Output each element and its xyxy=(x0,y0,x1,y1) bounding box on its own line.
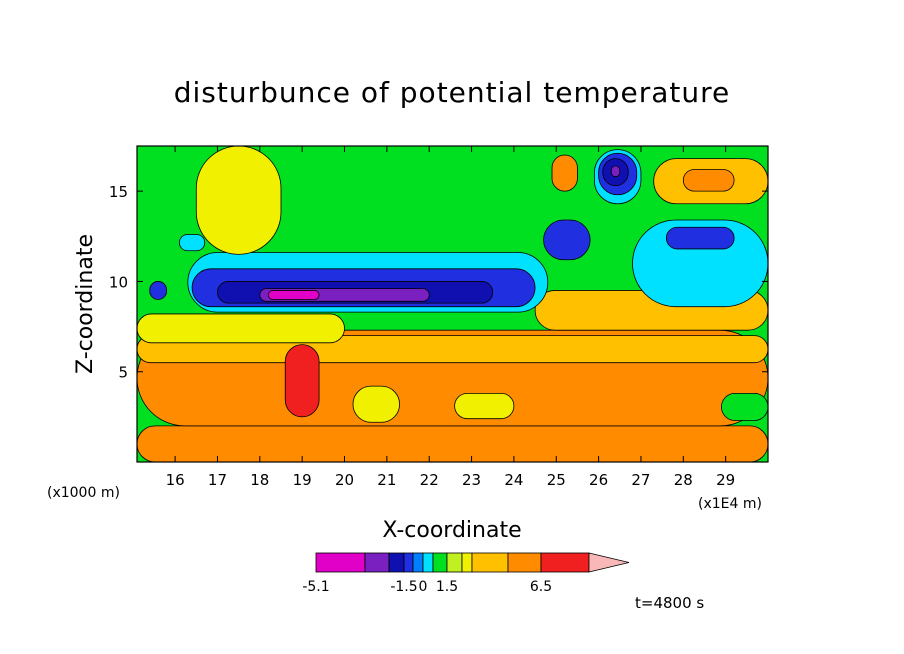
colorbar-box xyxy=(540,552,590,573)
contour-region-cold-core-magenta xyxy=(267,290,320,300)
contour-region-warm-core-19 xyxy=(284,344,320,418)
x-units-right: (x1E4 m) xyxy=(698,496,762,512)
x-tick-label: 23 xyxy=(462,471,481,489)
contour-region-yellow-patch-23 xyxy=(454,392,515,420)
x-tick-label: 25 xyxy=(547,471,566,489)
y-tick-label: 10 xyxy=(109,273,128,291)
x-tick-label: 20 xyxy=(335,471,354,489)
contour-region-blue-blob-west xyxy=(149,281,168,300)
colorbar-box xyxy=(403,552,414,573)
x-tick-label: 29 xyxy=(716,471,735,489)
x-tick-label: 27 xyxy=(631,471,650,489)
contour-region-yellow-patch-21 xyxy=(352,385,400,423)
colorbar-label: 0 xyxy=(419,579,428,595)
colorbar-box xyxy=(432,552,448,573)
colorbar xyxy=(315,552,630,573)
x-tick-label: 21 xyxy=(377,471,396,489)
colorbar-box xyxy=(446,552,463,573)
colorbar-box xyxy=(507,552,542,573)
colorbar-box xyxy=(388,552,405,573)
contour-region-vortex-26-core xyxy=(610,165,621,178)
x-tick-label: 18 xyxy=(250,471,269,489)
x-tick-label: 24 xyxy=(504,471,523,489)
colorbar-label: -5.1 xyxy=(302,579,329,595)
x-axis-label: X-coordinate xyxy=(382,518,521,543)
time-label: t=4800 s xyxy=(635,594,704,612)
colorbar-box xyxy=(315,552,366,573)
x-tick-label: 26 xyxy=(589,471,608,489)
contour-region-orange-blob-25 xyxy=(551,154,578,192)
x-tick-label: 19 xyxy=(293,471,312,489)
x-tick-label: 16 xyxy=(166,471,185,489)
contour-region-east-cyan-lobe xyxy=(632,219,768,308)
colorbar-box xyxy=(364,552,390,573)
plot-frame xyxy=(136,145,769,463)
y-axis-label: Z-coordinate xyxy=(73,234,98,374)
chart-title: disturbunce of potential temperature xyxy=(174,76,731,109)
contour-region-orange-core-28 xyxy=(682,169,735,192)
colorbar-box xyxy=(461,552,473,573)
x-tick-label: 17 xyxy=(208,471,227,489)
y-tick-label: 5 xyxy=(118,364,128,382)
contour-region-stable-band-west xyxy=(137,313,345,344)
colorbar-label: 6.5 xyxy=(530,579,552,595)
y-axis-ticks: 5 10 15 xyxy=(109,183,768,382)
colorbar-box xyxy=(471,552,509,573)
colorbar-label: -1.5 xyxy=(390,579,417,595)
y-tick-label: 15 xyxy=(109,183,128,201)
colorbar-box xyxy=(422,552,434,573)
colorbar-box xyxy=(412,552,424,573)
x-tick-label: 22 xyxy=(420,471,439,489)
contour-region-east-blue-lobe xyxy=(665,226,735,250)
colorbar-extend-arrow xyxy=(588,552,630,573)
contour-regions xyxy=(137,146,768,462)
contour-region-green-patch-29 xyxy=(721,392,768,421)
x-axis-ticks: 16 17 18 19 20 21 22 23 24 25 26 27 28 29 xyxy=(166,146,735,489)
colorbar-labels: -5.1 -1.5 0 1.5 6.5 xyxy=(302,579,552,595)
colorbar-label: 1.5 xyxy=(436,579,458,595)
contour-region-yellow-arc-west xyxy=(195,146,282,255)
contour-region-surface-layer xyxy=(137,425,768,462)
contour-region-cyan-blob-west xyxy=(178,234,206,252)
x-tick-label: 28 xyxy=(674,471,693,489)
x-units-left: (x1000 m) xyxy=(47,485,120,501)
contour-region-blue-blob-25 xyxy=(543,219,591,261)
